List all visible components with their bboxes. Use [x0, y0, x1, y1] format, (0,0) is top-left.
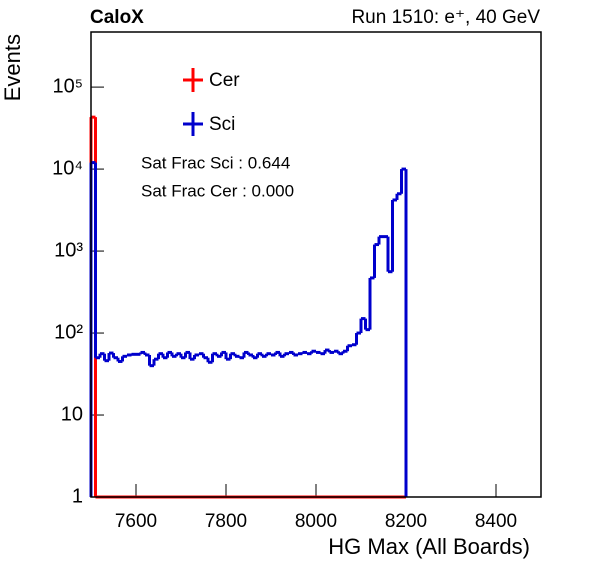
annotation: Sat Frac Sci : 0.644 [141, 153, 290, 172]
x-tick-label: 7800 [205, 511, 247, 532]
x-axis-label: HG Max (All Boards) [328, 534, 530, 559]
y-tick-label: 10² [54, 321, 83, 343]
x-tick-label: 8400 [475, 511, 517, 532]
y-tick-label: 10⁴ [52, 157, 83, 179]
y-tick-label: 1 [72, 485, 83, 507]
y-tick-label: 10⁵ [52, 75, 83, 97]
legend-label: Sci [209, 114, 235, 135]
x-tick-label: 7600 [115, 511, 157, 532]
annotation: Sat Frac Cer : 0.000 [141, 181, 294, 200]
x-tick-label: 8000 [295, 511, 337, 532]
plot-frame [90, 31, 542, 498]
x-tick-label: 8200 [385, 511, 427, 532]
legend-label: Cer [209, 70, 240, 91]
y-tick-label: 10³ [54, 239, 83, 261]
chart-title: CaloX [90, 7, 144, 28]
chart-subtitle: Run 1510: e⁺, 40 GeV [351, 7, 540, 28]
y-axis-label: Events [0, 34, 25, 101]
y-tick-label: 10 [61, 403, 83, 425]
